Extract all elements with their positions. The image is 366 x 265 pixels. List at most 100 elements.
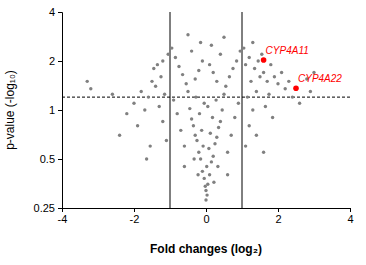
- point: [244, 144, 247, 147]
- point: [125, 112, 128, 115]
- point: [205, 165, 208, 168]
- point: [206, 105, 209, 108]
- y-tick-label: 4: [49, 6, 55, 18]
- point: [209, 132, 212, 135]
- y-tick: 0.25: [34, 202, 62, 214]
- point: [293, 85, 299, 91]
- point: [186, 90, 189, 93]
- point: [165, 139, 168, 142]
- point: [210, 160, 213, 163]
- point: [181, 73, 184, 76]
- point: [219, 53, 222, 56]
- point: [190, 117, 193, 120]
- y-tick-label: 1: [49, 104, 55, 116]
- point: [260, 53, 263, 56]
- point: [287, 80, 290, 83]
- point: [194, 95, 197, 98]
- point: [199, 41, 202, 44]
- point: [132, 102, 135, 105]
- point: [213, 142, 216, 145]
- y-tick-mark: [58, 110, 62, 111]
- point: [226, 173, 229, 176]
- point: [246, 95, 249, 98]
- point: [118, 134, 121, 137]
- point: [194, 134, 197, 137]
- point: [190, 49, 193, 52]
- point: [150, 80, 153, 83]
- point: [211, 116, 214, 119]
- y-tick: 0.5: [40, 153, 62, 165]
- point: [183, 165, 186, 168]
- point: [204, 189, 207, 192]
- point: [154, 85, 157, 88]
- point: [183, 144, 186, 147]
- x-tick-label: -4: [58, 213, 68, 225]
- point: [280, 71, 283, 74]
- y-axis: 0.25 0.5 1 2 4: [34, 6, 63, 214]
- point: [276, 82, 279, 85]
- point: [195, 139, 198, 142]
- point: [204, 185, 207, 188]
- x-tick: -2: [130, 208, 140, 225]
- series: [86, 33, 316, 202]
- annotation: CYP4A22: [298, 73, 342, 84]
- point: [208, 173, 211, 176]
- series: [261, 57, 299, 91]
- point: [235, 59, 238, 62]
- point: [170, 46, 173, 49]
- point: [197, 69, 200, 72]
- threshold-line: [170, 12, 171, 208]
- point: [194, 77, 197, 80]
- point: [242, 46, 245, 49]
- point: [152, 67, 155, 70]
- y-tick-mark: [58, 12, 62, 13]
- point: [255, 134, 258, 137]
- point: [251, 108, 254, 111]
- point: [266, 80, 269, 83]
- point: [158, 105, 161, 108]
- point: [210, 44, 213, 47]
- point: [192, 157, 195, 160]
- point: [248, 56, 251, 59]
- point: [258, 75, 261, 78]
- x-tick-mark: [134, 208, 135, 212]
- y-axis-title: p-value (-log₁₀): [3, 70, 17, 150]
- point: [219, 120, 222, 123]
- y-tick-label: 0.25: [34, 202, 55, 214]
- point: [161, 59, 164, 62]
- point: [221, 108, 224, 111]
- point: [167, 53, 170, 56]
- x-tick-label: 0: [203, 213, 209, 225]
- point: [244, 63, 247, 66]
- point: [239, 49, 242, 52]
- point: [261, 57, 267, 63]
- point: [222, 93, 225, 96]
- point: [199, 157, 202, 160]
- y-tick-mark: [58, 61, 62, 62]
- point: [201, 170, 204, 173]
- point: [264, 105, 267, 108]
- y-tick-label: 0.5: [40, 153, 55, 165]
- x-tick: 4: [347, 208, 353, 225]
- y-tick: 2: [49, 55, 62, 67]
- x-tick-mark: [206, 208, 207, 212]
- point: [257, 59, 260, 62]
- x-axis-line: [63, 209, 351, 213]
- threshold-line: [62, 97, 350, 98]
- y-tick: 1: [49, 104, 62, 116]
- point: [284, 87, 287, 90]
- point: [205, 193, 208, 196]
- point: [208, 63, 211, 66]
- annotation: CYP4A11: [266, 45, 309, 56]
- x-tick-mark: [278, 208, 279, 212]
- point: [196, 173, 199, 176]
- y-tick: 4: [49, 6, 62, 18]
- point: [201, 144, 204, 147]
- x-tick-label: -2: [130, 213, 140, 225]
- point: [212, 71, 215, 74]
- point: [186, 33, 189, 36]
- x-axis-title: Fold changes (log₂): [150, 242, 262, 256]
- point: [203, 177, 206, 180]
- point: [207, 147, 210, 150]
- plot-area: [62, 12, 350, 208]
